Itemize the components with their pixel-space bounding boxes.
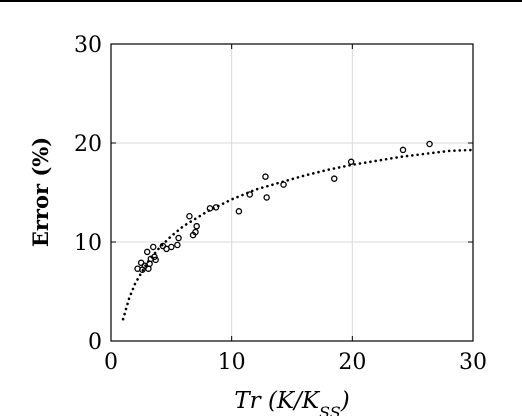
plot-frame — [110, 43, 474, 342]
y-tick-label: 30 — [74, 33, 102, 58]
data-point — [168, 243, 175, 251]
x-tick-label: 30 — [459, 350, 487, 375]
data-point — [174, 241, 181, 249]
fit-curve-group — [121, 148, 475, 321]
grid-lines — [111, 44, 473, 341]
data-point — [152, 256, 159, 264]
axis-ticks — [110, 43, 474, 342]
data-point — [263, 194, 270, 201]
y-tick-label: 0 — [88, 330, 102, 355]
data-point — [192, 228, 199, 236]
x-tick-label: 10 — [218, 350, 246, 375]
y-tick-label: 20 — [74, 132, 102, 157]
data-point — [175, 234, 182, 242]
fit-curve — [121, 148, 475, 321]
data-point — [193, 222, 200, 230]
data-point — [262, 173, 269, 180]
x-axis-label: Tr (K/KSS) — [234, 388, 349, 416]
data-point — [246, 191, 254, 198]
data-point — [347, 158, 355, 166]
data-point — [149, 243, 157, 251]
data-point — [426, 140, 433, 148]
y-tick-label: 10 — [74, 231, 102, 256]
x-axis-label-subscript: SS — [319, 403, 341, 416]
data-point — [235, 208, 243, 215]
data-point — [330, 175, 338, 182]
top-border-rule — [0, 0, 522, 2]
y-axis-label: Error (%) — [28, 137, 53, 247]
data-points — [134, 140, 433, 273]
x-tick-label: 0 — [104, 350, 118, 375]
tick-labels: 0 10 20 30 0 10 20 30 — [74, 33, 487, 375]
x-tick-label: 20 — [338, 350, 366, 375]
data-point — [143, 248, 151, 256]
data-point — [186, 213, 193, 220]
data-point — [399, 146, 407, 154]
